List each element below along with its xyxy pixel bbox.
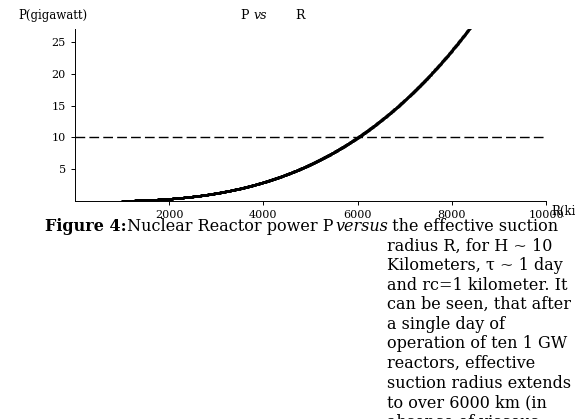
Text: Figure 4:: Figure 4: — [45, 218, 126, 235]
Text: P(gigawatt): P(gigawatt) — [18, 9, 87, 22]
Text: Nuclear Reactor power P: Nuclear Reactor power P — [122, 218, 338, 235]
Text: the effective suction radius R, for H ~ 10 Kilometers, τ ~ 1 day and rc=1 kilome: the effective suction radius R, for H ~ … — [387, 218, 571, 419]
Text: versus: versus — [336, 218, 388, 235]
Text: vs: vs — [254, 9, 267, 22]
Text: R: R — [292, 9, 305, 22]
Text: R(kilometers): R(kilometers) — [551, 204, 575, 217]
Text: P: P — [242, 9, 254, 22]
